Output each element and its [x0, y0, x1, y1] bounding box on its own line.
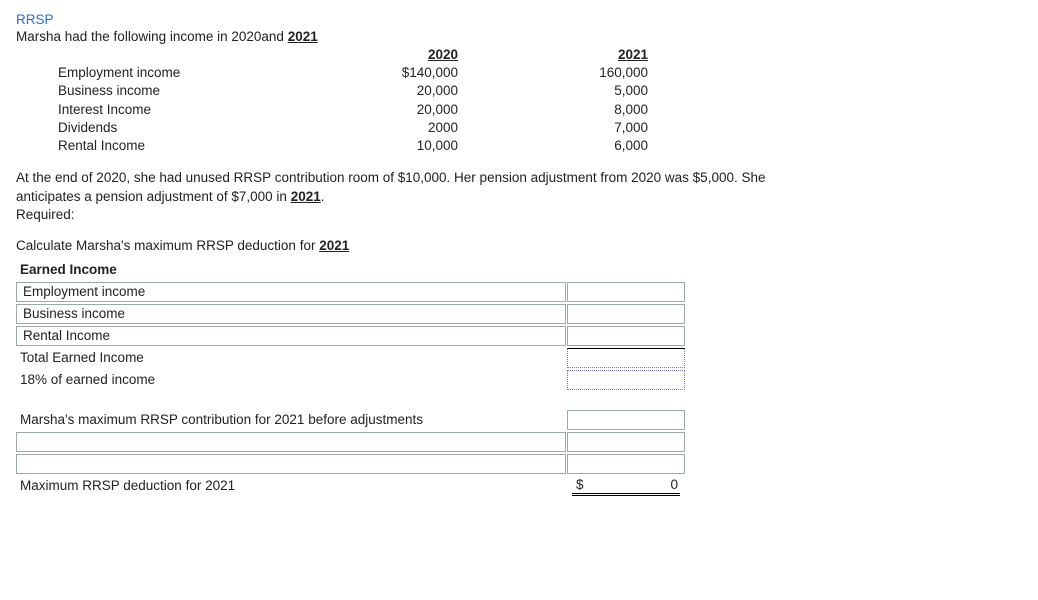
currency-symbol: $	[576, 477, 584, 492]
row-value-2021: 160,000	[538, 64, 648, 82]
row-value-2020: 20,000	[348, 101, 458, 119]
row-value-2021: 7,000	[538, 119, 648, 137]
para-line-2: anticipates a pension adjustment of $7,0…	[16, 188, 1022, 206]
row-value-2020: $140,000	[348, 64, 458, 82]
adjustment-2-value-input[interactable]	[567, 454, 685, 474]
intro-year: 2021	[288, 29, 318, 44]
adjustment-1-label-input[interactable]	[16, 432, 566, 452]
before-adj-label: Marsha's maximum RRSP contribution for 2…	[16, 409, 566, 431]
max-deduction-output: $ 0	[572, 476, 680, 496]
row-value-2020: 20,000	[348, 82, 458, 100]
row-value-2020: 10,000	[348, 137, 458, 155]
pct-label: 18% of earned income	[16, 369, 566, 391]
row-label: Employment income	[58, 64, 348, 82]
row-label: Dividends	[58, 119, 348, 137]
intro-prefix: Marsha had the following income in 2020a…	[16, 29, 288, 44]
adjustment-1-value-input[interactable]	[567, 432, 685, 452]
calc-heading: Calculate Marsha's maximum RRSP deductio…	[16, 238, 1022, 253]
employment-income-input[interactable]	[567, 282, 685, 302]
business-income-label-cell[interactable]: Business income	[16, 304, 566, 324]
col-header-2021: 2021	[538, 46, 648, 64]
row-value-2021: 5,000	[538, 82, 648, 100]
max-deduction-label: Maximum RRSP deduction for 2021	[16, 475, 566, 497]
result-value: 0	[670, 477, 678, 492]
row-value-2021: 6,000	[538, 137, 648, 155]
total-earned-label: Total Earned Income	[16, 347, 566, 369]
intro-line: Marsha had the following income in 2020a…	[16, 29, 1022, 44]
required-label: Required:	[16, 206, 1022, 224]
para-line-1: At the end of 2020, she had unused RRSP …	[16, 169, 1022, 187]
rental-income-label-cell[interactable]: Rental Income	[16, 326, 566, 346]
row-value-2020: 2000	[348, 119, 458, 137]
col-header-2020: 2020	[348, 46, 458, 64]
row-value-2021: 8,000	[538, 101, 648, 119]
before-adj-input[interactable]	[567, 410, 685, 430]
calc-table: Earned Income Employment income Business…	[16, 259, 706, 497]
income-table: 2020 2021 Employment income $140,000 160…	[58, 46, 1022, 155]
row-label: Interest Income	[58, 101, 348, 119]
total-earned-output	[567, 348, 685, 368]
problem-paragraph: At the end of 2020, she had unused RRSP …	[16, 169, 1022, 224]
row-label: Business income	[58, 82, 348, 100]
earned-income-header: Earned Income	[16, 259, 566, 281]
pct-output	[567, 370, 685, 390]
business-income-input[interactable]	[567, 304, 685, 324]
employment-income-label-cell[interactable]: Employment income	[16, 282, 566, 302]
rental-income-input[interactable]	[567, 326, 685, 346]
row-label: Rental Income	[58, 137, 348, 155]
adjustment-2-label-input[interactable]	[16, 454, 566, 474]
page-title: RRSP	[16, 12, 1022, 27]
